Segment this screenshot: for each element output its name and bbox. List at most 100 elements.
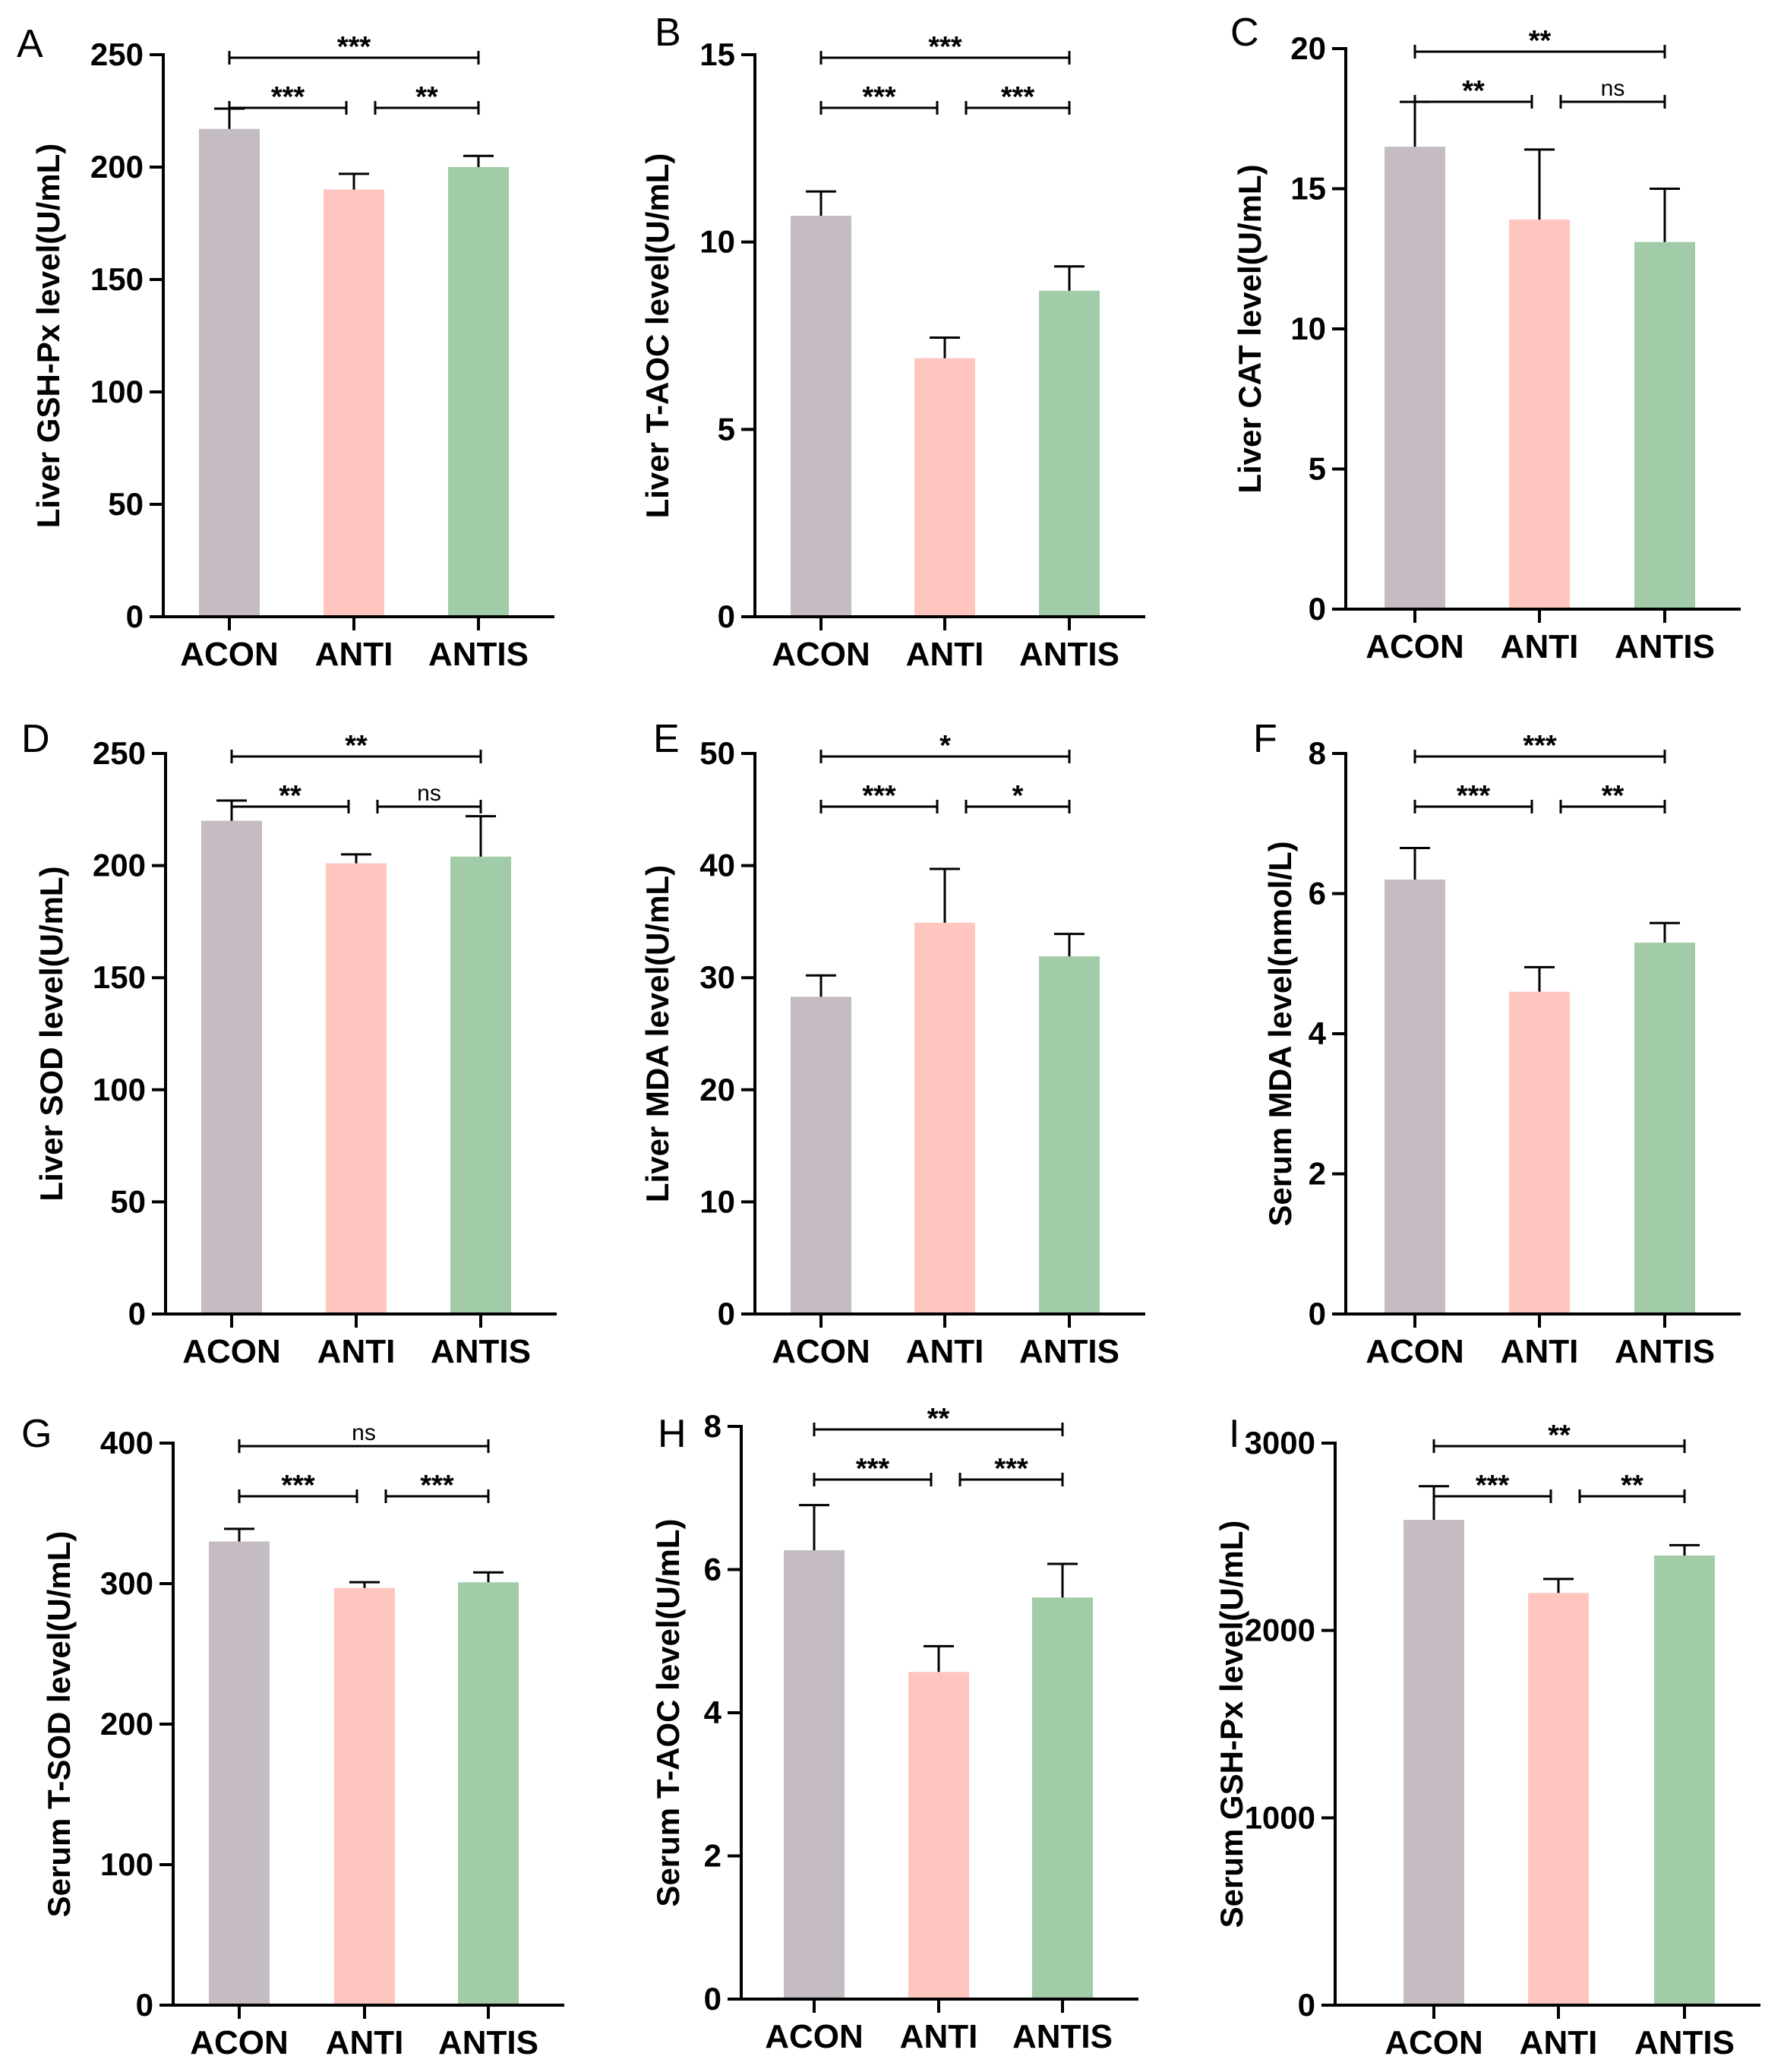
panel-h-bar-antis xyxy=(1032,1597,1093,1999)
panel-c-bar-antis xyxy=(1634,242,1695,609)
panel-d-ytick-label: 250 xyxy=(93,735,146,771)
panel-g-ytick-label: 300 xyxy=(100,1565,153,1601)
panel-g-xtick-label: ACON xyxy=(190,2024,289,2061)
panel-h-ytick-label: 8 xyxy=(704,1408,721,1444)
panel-e-bar-antis xyxy=(1039,956,1100,1314)
panel-h-bar-anti xyxy=(908,1672,969,1999)
panel-c-ytick-label: 15 xyxy=(1290,171,1326,207)
panel-e-sig-label: * xyxy=(1012,780,1024,812)
panel-d-bar-antis xyxy=(450,856,511,1314)
panel-g-ytick-label: 400 xyxy=(100,1425,153,1461)
panel-a-ytick-label: 50 xyxy=(108,486,144,522)
panel-a-sig-label: ** xyxy=(415,81,438,113)
panel-c-xtick-label: ANTI xyxy=(1501,628,1579,665)
panel-f-letter: F xyxy=(1253,717,1277,761)
panel-f-ytick-label: 6 xyxy=(1309,876,1326,911)
panel-b-letter: B xyxy=(655,11,681,55)
panel-f-xtick-label: ACON xyxy=(1366,1333,1464,1370)
panel-a-ytick-label: 200 xyxy=(90,149,144,185)
panel-b-ylabel: Liver T-AOC level(U/mL) xyxy=(639,153,675,519)
panel-e-ytick-label: 30 xyxy=(699,959,735,995)
panel-h-sig-label: ** xyxy=(927,1403,950,1435)
panel-e-ylabel: Liver MDA level(U/mL) xyxy=(639,865,675,1202)
panel-i-sig-label: *** xyxy=(1476,1470,1510,1502)
panel-f-xtick-label: ANTIS xyxy=(1615,1333,1715,1370)
panel-d-ytick-label: 50 xyxy=(110,1183,146,1219)
panel-f-ylabel: Serum MDA level(nmol/L) xyxy=(1262,841,1298,1226)
panel-h-ylabel: Serum T-AOC level(U/mL) xyxy=(650,1518,686,1906)
panel-e-xtick-label: ANTIS xyxy=(1019,1333,1119,1370)
panel-g-bar-antis xyxy=(458,1582,519,2005)
panel-c-ytick-label: 20 xyxy=(1290,30,1326,66)
panel-h-xtick-label: ACON xyxy=(765,2018,864,2055)
panel-i-ytick-label: 0 xyxy=(1298,1987,1315,2023)
panel-h-sig-label: *** xyxy=(856,1453,890,1485)
panel-b-ytick-label: 5 xyxy=(718,411,735,447)
panel-i-letter: I xyxy=(1229,1412,1239,1456)
panel-b-xtick-label: ACON xyxy=(772,636,870,673)
panel-g-bar-anti xyxy=(334,1587,395,2005)
panel-f-ytick-label: 8 xyxy=(1309,735,1326,771)
panel-f-xtick-label: ANTI xyxy=(1501,1333,1579,1370)
panel-d-xtick-label: ANTIS xyxy=(431,1333,531,1370)
panel-h-ytick-label: 0 xyxy=(704,1981,721,2017)
panel-a-ytick-label: 250 xyxy=(90,36,144,72)
panel-d-xtick-label: ANTI xyxy=(317,1333,396,1370)
panel-f-ytick-label: 4 xyxy=(1309,1015,1327,1051)
panel-e-ytick-label: 0 xyxy=(718,1296,735,1331)
panel-a-xtick-label: ANTIS xyxy=(428,636,529,673)
panel-a-ytick-label: 150 xyxy=(90,261,144,297)
panel-d-sig-label: ns xyxy=(417,781,441,806)
panel-d-ytick-label: 200 xyxy=(93,848,146,883)
panel-i-bar-antis xyxy=(1654,1556,1715,2005)
panel-d-ylabel: Liver SOD level(U/mL) xyxy=(33,866,69,1201)
panel-e-ytick-label: 10 xyxy=(699,1183,735,1219)
panel-g-ytick-label: 100 xyxy=(100,1846,153,1882)
panel-f-bar-anti xyxy=(1509,991,1570,1314)
panel-e-xtick-label: ANTI xyxy=(906,1333,984,1370)
panel-b-xtick-label: ANTI xyxy=(906,636,984,673)
panel-e-bar-anti xyxy=(914,922,975,1314)
panel-c-sig-label: ns xyxy=(1601,76,1625,101)
panel-i-sig-label: ** xyxy=(1621,1470,1643,1502)
panel-e-xtick-label: ACON xyxy=(772,1333,870,1370)
panel-c-bar-anti xyxy=(1509,220,1570,610)
panel-c-xtick-label: ACON xyxy=(1366,628,1464,665)
panel-i-sig-label: ** xyxy=(1548,1420,1571,1451)
panel-d-xtick-label: ACON xyxy=(182,1333,281,1370)
panel-d-bar-acon xyxy=(201,820,262,1314)
panel-d-sig-label: ** xyxy=(279,780,302,812)
panel-g-ytick-label: 0 xyxy=(136,1987,153,2023)
panel-b-ytick-label: 0 xyxy=(718,599,735,634)
panel-h-xtick-label: ANTIS xyxy=(1012,2018,1113,2055)
panel-d-ytick-label: 150 xyxy=(93,959,146,995)
panel-g-xtick-label: ANTIS xyxy=(438,2024,538,2061)
panel-h-xtick-label: ANTI xyxy=(900,2018,978,2055)
panel-g-sig-label: ns xyxy=(352,1420,376,1445)
panel-d-ytick-label: 100 xyxy=(93,1072,146,1107)
panel-b-ytick-label: 10 xyxy=(699,224,735,260)
panel-c-bar-acon xyxy=(1385,147,1445,609)
panel-i-ytick-label: 2000 xyxy=(1245,1612,1315,1648)
panel-h-bar-acon xyxy=(784,1550,845,1999)
panel-e-ytick-label: 20 xyxy=(699,1072,735,1107)
panel-c-ytick-label: 5 xyxy=(1309,451,1326,487)
panel-e-sig-label: *** xyxy=(862,780,896,812)
panel-e-bar-acon xyxy=(791,997,851,1314)
panel-g-sig-label: *** xyxy=(420,1470,454,1502)
panel-g-ytick-label: 200 xyxy=(100,1706,153,1742)
panel-h-ytick-label: 4 xyxy=(704,1695,722,1730)
panel-f-sig-label: *** xyxy=(1523,730,1557,762)
panel-i-xtick-label: ACON xyxy=(1385,2024,1483,2061)
panel-a-letter: A xyxy=(17,22,43,66)
panel-f-sig-label: ** xyxy=(1602,780,1624,812)
panel-d-bar-anti xyxy=(326,863,387,1314)
panel-a-bar-antis xyxy=(448,167,509,617)
panel-a-bar-anti xyxy=(324,189,384,617)
panel-c-letter: C xyxy=(1230,11,1259,55)
panel-a-ytick-label: 100 xyxy=(90,374,144,409)
panel-c-xtick-label: ANTIS xyxy=(1615,628,1715,665)
panel-i-ylabel: Serum GSH-Px level(U/mL) xyxy=(1214,1521,1249,1928)
panel-f-bar-acon xyxy=(1385,880,1445,1314)
